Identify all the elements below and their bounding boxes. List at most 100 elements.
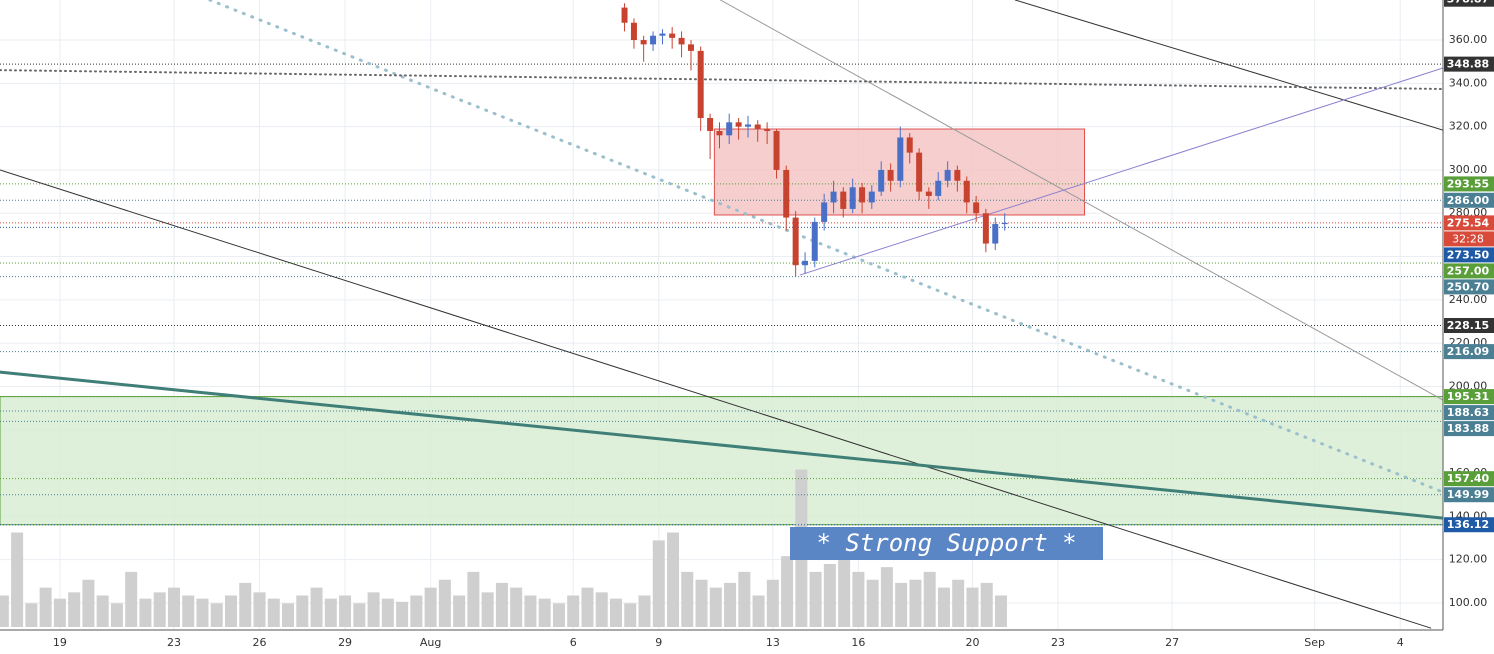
volume-bar (0, 595, 9, 627)
candle-body (973, 202, 980, 214)
countdown-badge (1444, 231, 1494, 247)
volume-bar (438, 579, 451, 627)
y-tick-label: 340.00 (1449, 76, 1488, 89)
trend-line (719, 0, 1443, 401)
volume-bar (667, 532, 680, 627)
volume-bar (738, 571, 751, 627)
candle-body (916, 152, 923, 192)
volume-bar (595, 592, 608, 627)
candle-body (773, 130, 780, 170)
candle-body (925, 191, 932, 196)
volume-bar (453, 595, 466, 627)
x-tick-label: 19 (53, 636, 67, 649)
y-tick-label: 100.00 (1449, 596, 1488, 609)
volume-bar (68, 592, 81, 627)
price-badge (1444, 318, 1494, 333)
countdown: 32:28 (1452, 232, 1484, 245)
x-tick-label: 23 (167, 636, 181, 649)
candle-body (878, 169, 885, 192)
volume-bar (709, 587, 722, 627)
volume-bar (695, 579, 708, 627)
volume-bar (353, 603, 366, 627)
price-badge (1444, 56, 1494, 72)
price-badge-label: 228.15 (1447, 319, 1489, 332)
volume-bar (253, 592, 266, 627)
volume-bar (11, 532, 24, 627)
volume-bar (809, 571, 822, 627)
price-badge-label: 286.00 (1447, 194, 1490, 207)
price-badge-label: 157.40 (1447, 472, 1490, 485)
volume-bar (823, 564, 836, 627)
candle-body (707, 117, 714, 131)
trend-line (0, 370, 1443, 520)
volume-bar (937, 587, 950, 627)
y-tick-label: 360.00 (1449, 33, 1488, 46)
volume-bar (53, 598, 66, 627)
volume-bar (624, 603, 637, 627)
price-badge (1444, 421, 1494, 437)
price-badge (1444, 247, 1494, 263)
candle-body (735, 122, 742, 127)
volume-bar (167, 587, 180, 627)
x-tick-label: 23 (1051, 636, 1065, 649)
candle-body (811, 221, 818, 261)
candle-body (726, 122, 733, 136)
volume-bar (367, 592, 380, 627)
volume-bar (838, 556, 851, 627)
volume-bar (952, 579, 965, 627)
volume-bar (196, 598, 209, 627)
axes: 19 23 26 29 Aug 6 9 13 16 20 23 27 Sep 4 100.00 120.00 1… (53, 0, 1494, 649)
candle-body (745, 124, 752, 127)
volume-bar (994, 595, 1007, 627)
candle-body (697, 50, 704, 118)
price-badge (1444, 471, 1494, 487)
candle-body (764, 128, 771, 131)
volume-bar (909, 579, 922, 627)
candle-body (802, 260, 809, 266)
volume-bar (681, 571, 694, 627)
volume-bar (752, 595, 765, 627)
y-tick-label: 320.00 (1449, 120, 1488, 133)
volume-bar (139, 598, 152, 627)
volume-bar (567, 595, 580, 627)
candle-body (954, 169, 961, 181)
price-badge (1444, 176, 1494, 192)
candle-body (849, 187, 856, 209)
volume-bar (638, 595, 651, 627)
trend-line (0, 169, 1432, 629)
candle-body (621, 7, 628, 23)
x-tick-label: 6 (570, 636, 577, 649)
volume-bar (510, 587, 523, 627)
candle-body (897, 137, 904, 181)
volume-bar (96, 595, 109, 627)
candle-body (859, 187, 866, 203)
volume-bar (381, 598, 394, 627)
volume-bar (581, 587, 594, 627)
volume-bar (153, 592, 166, 627)
candle-body (887, 169, 894, 181)
volume-bar (296, 595, 309, 627)
volume-bar (966, 587, 979, 627)
volume-bar (766, 579, 779, 627)
candle-body (716, 130, 723, 136)
volume-bar (25, 603, 38, 627)
x-tick-label: 20 (965, 636, 979, 649)
volume-bar (895, 582, 908, 627)
trend-line (0, 69, 1443, 90)
price-badge-label: 273.50 (1447, 248, 1490, 261)
candle-body (669, 33, 676, 38)
price-badge (1444, 389, 1494, 405)
price-badge-label: 183.88 (1447, 422, 1489, 435)
volume-bar (125, 571, 138, 627)
candle-body (792, 217, 799, 266)
time-axis-bg (0, 630, 1443, 654)
volume-bar (552, 603, 565, 627)
price-badge (1444, 263, 1494, 279)
price-badge-label: 348.88 (1447, 58, 1489, 71)
price-badge-label: 275.54 (1447, 216, 1490, 229)
volume-bar (396, 601, 409, 627)
candle-body (992, 224, 999, 244)
volume-bar (866, 579, 879, 627)
